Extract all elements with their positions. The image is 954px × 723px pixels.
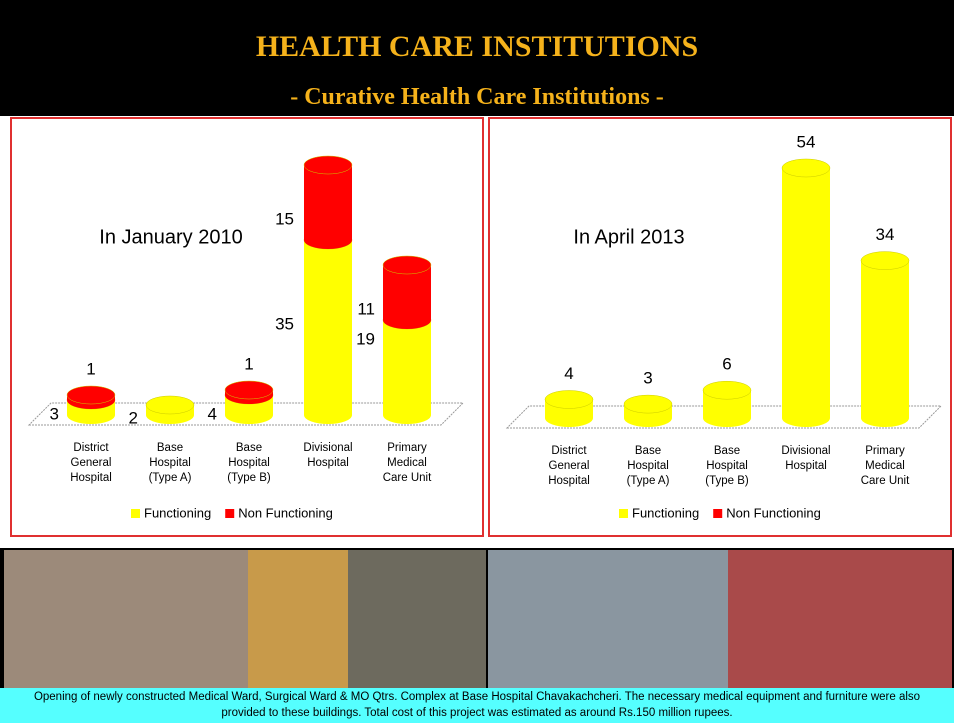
legend-swatch [225, 509, 235, 518]
x-tick-label: Base Hospital (Type A) [148, 442, 192, 484]
x-tick-label: Divisional Hospital [303, 442, 353, 469]
x-tick-label: Base Hospital (Type B) [705, 445, 749, 487]
photo [348, 550, 486, 688]
bar-base [703, 409, 751, 427]
data-label: 1 [244, 354, 253, 373]
data-label: 11 [357, 299, 375, 318]
bar-base [383, 406, 431, 424]
bar-base [861, 409, 909, 427]
caption: Opening of newly constructed Medical War… [0, 688, 954, 723]
data-label: 34 [876, 225, 895, 244]
x-tick-label: Primary Medical Care Unit [860, 445, 910, 487]
bar-base [545, 409, 593, 427]
data-label: 3 [50, 404, 59, 423]
legend-label: Non Functioning [726, 505, 821, 520]
bar-base [67, 406, 115, 424]
bar-base [304, 406, 352, 424]
bar-base [383, 311, 431, 329]
x-tick-label: District General Hospital [70, 442, 112, 484]
bar-cap [623, 394, 673, 414]
x-tick-label: Base Hospital (Type B) [227, 442, 271, 484]
data-label: 35 [275, 314, 294, 333]
bar-cap [145, 395, 195, 415]
subtitle: - Curative Health Care Institutions - [290, 84, 664, 110]
legend-label: Functioning [632, 505, 699, 520]
data-label: 2 [129, 408, 138, 427]
x-tick-label: Base Hospital (Type A) [626, 445, 670, 487]
bar-cap [303, 155, 353, 175]
data-label: 19 [356, 329, 375, 348]
data-label: 3 [643, 369, 652, 388]
legend-swatch [619, 509, 628, 518]
bar-base [782, 409, 830, 427]
bar-cap [860, 251, 910, 270]
data-label: 1 [86, 359, 95, 378]
bar-cap [382, 255, 432, 275]
x-tick-label: Divisional Hospital [781, 445, 831, 472]
data-label: 4 [208, 404, 217, 423]
bar [861, 260, 909, 418]
data-label: 54 [797, 132, 816, 151]
data-label: 4 [564, 364, 573, 383]
title: HEALTH CARE INSTITUTIONS [255, 30, 699, 63]
bar [782, 168, 830, 418]
photo [488, 550, 728, 688]
data-label: 15 [275, 209, 294, 228]
bar-cap [781, 158, 831, 178]
bar-base [304, 231, 352, 249]
legend-swatch [713, 509, 723, 518]
legend-label: Non Functioning [238, 505, 333, 520]
legend-swatch [131, 509, 140, 518]
bar-cap [544, 390, 594, 409]
photo [4, 550, 248, 688]
bar [304, 240, 352, 415]
bar [304, 165, 352, 240]
x-tick-label: District General Hospital [548, 445, 590, 487]
bar-cap [224, 380, 274, 400]
photo [248, 550, 348, 688]
floor [505, 405, 943, 429]
bar-cap [702, 380, 752, 400]
bar-base [624, 409, 672, 427]
chart-title: In April 2013 [573, 226, 684, 248]
chart-title: In January 2010 [99, 226, 242, 248]
photo [728, 550, 952, 688]
bar-cap [66, 385, 116, 405]
header-band [0, 0, 954, 116]
data-label: 6 [722, 355, 731, 374]
legend-label: Functioning [144, 505, 211, 520]
bar-base [225, 406, 273, 424]
floor [27, 402, 465, 426]
x-tick-label: Primary Medical Care Unit [382, 442, 432, 484]
bar [383, 320, 431, 415]
